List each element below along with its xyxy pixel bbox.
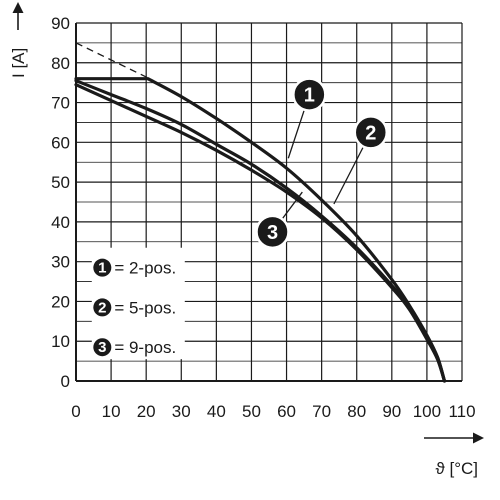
legend-badge-1: [93, 258, 112, 277]
x-tick-label: 100: [413, 402, 441, 421]
series-lines: [74, 42, 447, 383]
axis-titles: I [A] ϑ [°C]: [9, 2, 484, 478]
callouts: 1 2 3: [255, 77, 389, 250]
y-tick-label: 40: [51, 213, 70, 232]
y-axis-title: I [A]: [9, 48, 28, 78]
legend-label: = 5-pos.: [114, 298, 176, 317]
callout-number: 1: [304, 85, 315, 107]
y-tick-label: 10: [51, 332, 70, 351]
x-tick-label: 50: [242, 402, 261, 421]
x-tick-label: 30: [172, 402, 191, 421]
y-tick-label: 80: [51, 54, 70, 73]
x-tick-label: 70: [312, 402, 331, 421]
series-line-3: [74, 83, 447, 383]
callout-number: 3: [267, 222, 278, 244]
x-tick-label: 110: [448, 402, 475, 421]
legend-badge-number: 2: [98, 299, 106, 316]
callout-number: 2: [365, 122, 376, 144]
x-axis-title: ϑ [°C]: [435, 459, 478, 478]
legend-badge-2: [93, 298, 112, 317]
legend: 1 = 2-pos. 2 = 5-pos. 3 = 9-pos.: [91, 247, 185, 360]
x-tick-label: 90: [382, 402, 401, 421]
dashed-extension-line: [75, 42, 150, 80]
tick-labels: 0 10 20 30 40 50 60 70 80 90 0 10 20 30 40 50 60 70 80 90 10…: [51, 14, 475, 421]
y-tick-label: 70: [51, 94, 70, 113]
legend-label: = 9-pos.: [114, 338, 176, 357]
x-axis-arrow-head: [473, 432, 484, 444]
x-tick-label: 20: [137, 402, 156, 421]
callout-circle-1: [292, 77, 327, 112]
callout-circle-3: [255, 214, 290, 250]
y-tick-label: 20: [51, 292, 70, 311]
x-tick-label: 40: [207, 402, 226, 421]
y-tick-label: 0: [61, 372, 70, 391]
x-tick-label: 0: [71, 402, 80, 421]
legend-badge-3: [93, 338, 112, 357]
y-axis-arrow-head: [12, 2, 24, 13]
y-tick-label: 90: [51, 14, 70, 33]
x-tick-label: 10: [102, 402, 121, 421]
y-tick-label: 50: [51, 173, 70, 192]
x-tick-label: 80: [347, 402, 366, 421]
callout-circle-2: [353, 115, 389, 150]
y-tick-label: 60: [51, 133, 70, 152]
y-tick-label: 30: [51, 253, 70, 272]
legend-label: = 2-pos.: [114, 259, 176, 278]
legend-badge-number: 3: [98, 339, 106, 356]
legend-badge-number: 1: [98, 260, 106, 277]
x-tick-label: 60: [277, 402, 296, 421]
